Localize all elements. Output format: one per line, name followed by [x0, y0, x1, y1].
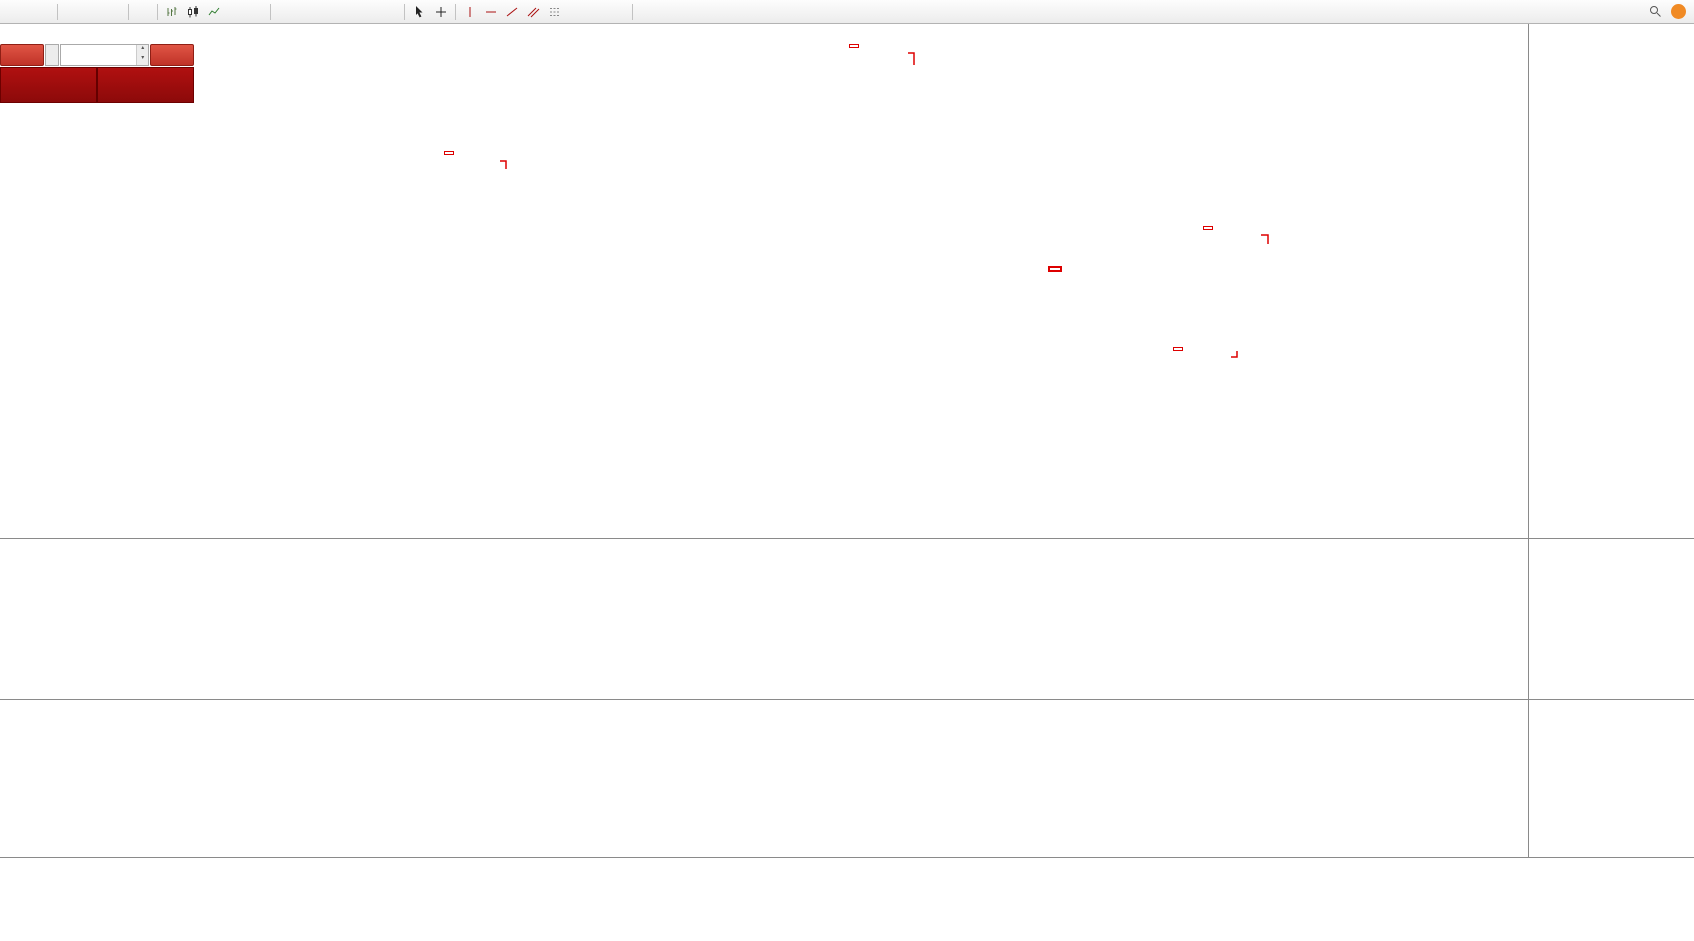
- annotation-114969[interactable]: [1048, 266, 1062, 272]
- price-scale-axis[interactable]: [1528, 24, 1694, 858]
- line-chart-button[interactable]: [204, 2, 224, 22]
- crosshair-tool-button[interactable]: [431, 2, 451, 22]
- crosshair-icon: [436, 6, 446, 17]
- channel-icon: [527, 7, 540, 18]
- fibonacci-tool-button[interactable]: [545, 2, 565, 22]
- tf-mn[interactable]: [741, 3, 753, 21]
- volume-spinner: ▴ ▾: [136, 45, 148, 65]
- tf-m15[interactable]: [663, 3, 675, 21]
- toolbar-separator: [270, 3, 271, 20]
- data-window-button[interactable]: [83, 2, 103, 22]
- tile-windows-button[interactable]: [275, 2, 295, 22]
- line-chart-icon: [208, 7, 220, 15]
- zoom-in-button[interactable]: [225, 2, 245, 22]
- tf-w1[interactable]: [728, 3, 740, 21]
- tf-h1[interactable]: [689, 3, 701, 21]
- horizontal-line-icon: [486, 11, 496, 12]
- candlestick-chart-button[interactable]: [183, 2, 203, 22]
- panel-separator[interactable]: [0, 538, 1694, 539]
- toolbar-separator: [455, 3, 456, 20]
- autotrading-button[interactable]: [133, 2, 153, 22]
- tf-h4[interactable]: [702, 3, 714, 21]
- toolbar-separator: [632, 3, 633, 20]
- vertical-line-icon: [469, 6, 471, 17]
- notification-badge[interactable]: [1671, 4, 1686, 19]
- cursor-tool-button[interactable]: [409, 2, 430, 22]
- channel-tool-button[interactable]: [523, 2, 544, 22]
- time-axis[interactable]: [0, 858, 1528, 876]
- market-watch-button[interactable]: [62, 2, 82, 22]
- volume-field: ▴ ▾: [60, 44, 149, 66]
- tf-m30[interactable]: [676, 3, 688, 21]
- volume-input[interactable]: [61, 45, 137, 65]
- bar-chart-button[interactable]: [162, 2, 182, 22]
- cascade-windows-button[interactable]: [296, 2, 316, 22]
- sell-price[interactable]: [1, 68, 96, 102]
- fibonacci-icon: [550, 7, 560, 16]
- toolbar-separator: [57, 3, 58, 20]
- search-icon: [1650, 6, 1661, 17]
- periods-button[interactable]: [359, 2, 379, 22]
- tf-m1[interactable]: [637, 3, 649, 21]
- arrange-windows-button[interactable]: [317, 2, 337, 22]
- panel-separator: [0, 857, 1694, 858]
- one-click-trading-panel: ▴ ▾: [0, 44, 194, 103]
- annotation-115675[interactable]: [444, 151, 454, 155]
- text-tool-button[interactable]: [566, 2, 586, 22]
- volume-up-button[interactable]: ▴: [137, 45, 148, 55]
- volume-down-button[interactable]: ▾: [137, 55, 148, 65]
- annotation-115237[interactable]: [1203, 226, 1213, 230]
- zoom-out-button[interactable]: [246, 2, 266, 22]
- vertical-line-tool-button[interactable]: [460, 2, 480, 22]
- cursor-icon: [416, 6, 423, 18]
- tf-d1[interactable]: [715, 3, 727, 21]
- templates-button[interactable]: [380, 2, 400, 22]
- order-type-dropdown[interactable]: [45, 44, 59, 66]
- buy-button[interactable]: [150, 44, 194, 66]
- bar-chart-icon: [167, 6, 177, 16]
- new-order-button[interactable]: [33, 2, 53, 22]
- horizontal-line-tool-button[interactable]: [481, 2, 501, 22]
- toolbar-separator: [404, 3, 405, 20]
- navigator-button[interactable]: [104, 2, 124, 22]
- toolbar-separator: [128, 3, 129, 20]
- price-divider: [96, 68, 98, 102]
- trendline-icon: [506, 7, 518, 16]
- candlestick-icon: [188, 5, 198, 17]
- tf-m5[interactable]: [650, 3, 662, 21]
- label-tool-button[interactable]: [587, 2, 607, 22]
- new-chart-button[interactable]: [338, 2, 358, 22]
- sell-button[interactable]: [0, 44, 44, 66]
- annotation-116327[interactable]: [849, 44, 859, 48]
- trendline-tool-button[interactable]: [502, 2, 522, 22]
- app-icon[interactable]: [4, 1, 32, 23]
- toolbar: [0, 0, 1694, 24]
- annotation-114487[interactable]: [1173, 347, 1183, 351]
- buy-price[interactable]: [98, 68, 193, 102]
- arrows-tool-button[interactable]: [608, 2, 628, 22]
- toolbar-separator: [157, 3, 158, 20]
- panel-separator[interactable]: [0, 699, 1694, 700]
- search-button[interactable]: [1645, 2, 1666, 22]
